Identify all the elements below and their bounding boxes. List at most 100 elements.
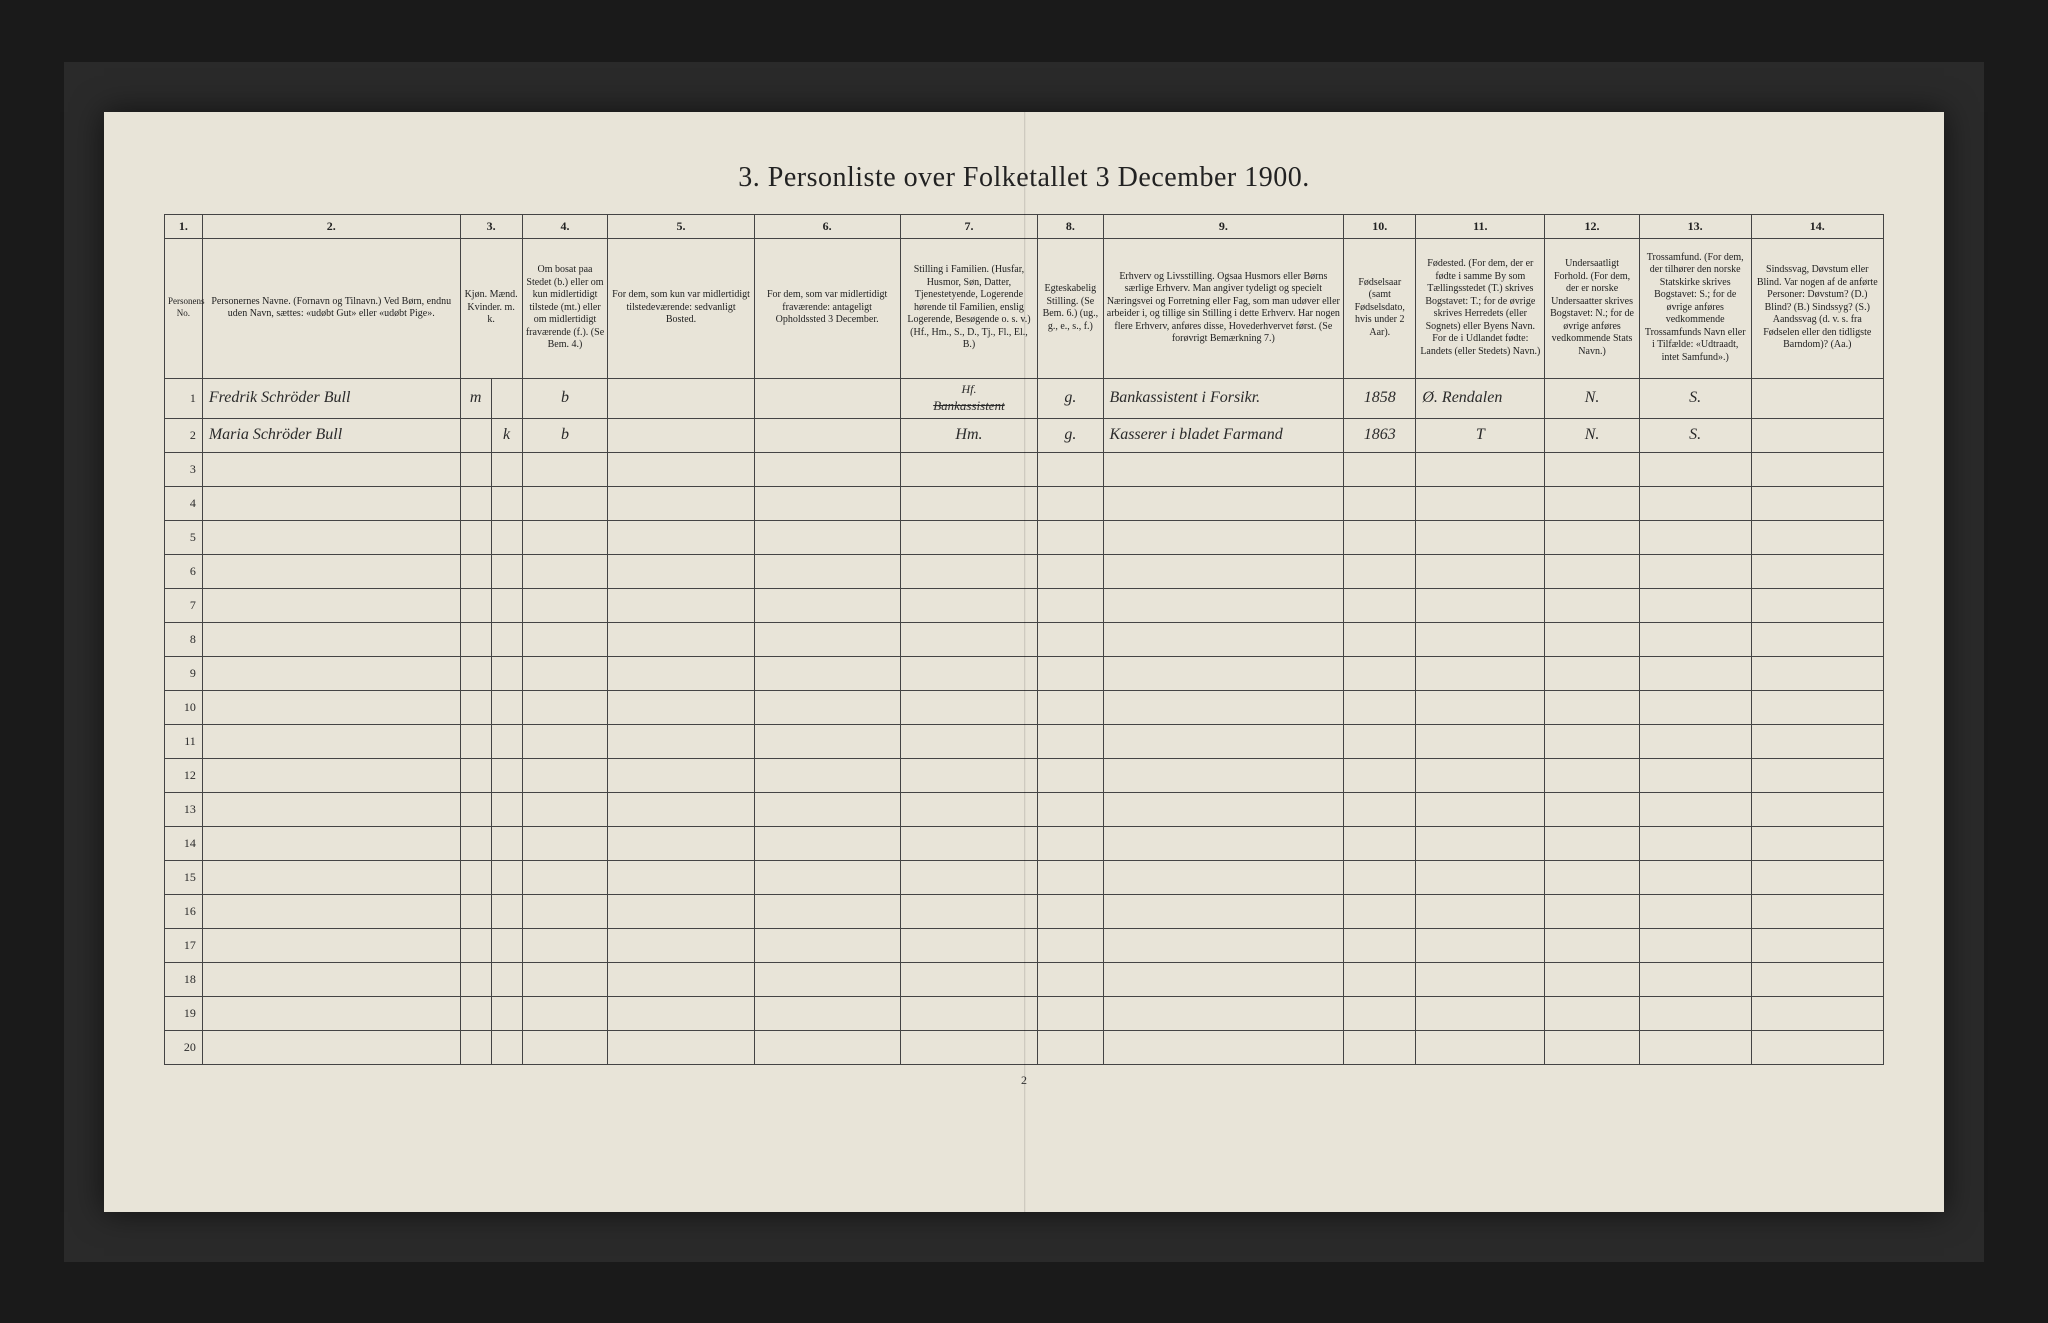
empty-cell <box>202 690 460 724</box>
empty-cell <box>1038 724 1103 758</box>
row-number: 1 <box>165 378 203 418</box>
empty-cell <box>1416 894 1545 928</box>
empty-cell <box>522 894 608 928</box>
empty-cell <box>1344 826 1416 860</box>
empty-cell <box>754 520 900 554</box>
empty-cell <box>1751 928 1883 962</box>
empty-cell <box>754 452 900 486</box>
empty-cell <box>1751 622 1883 656</box>
empty-cell <box>1416 826 1545 860</box>
empty-cell <box>1751 486 1883 520</box>
header-3: Kjøn. Mænd. Kvinder. m. k. <box>460 238 522 378</box>
header-10: Fødselsaar (samt Fødselsdato, hvis under… <box>1344 238 1416 378</box>
column-header-row: Personens No. Personernes Navne. (Fornav… <box>165 238 1884 378</box>
empty-cell <box>1416 622 1545 656</box>
empty-cell <box>491 588 522 622</box>
empty-cell <box>522 996 608 1030</box>
empty-cell <box>1038 826 1103 860</box>
empty-cell <box>1103 520 1344 554</box>
empty-cell <box>1038 520 1103 554</box>
empty-cell <box>460 928 491 962</box>
cell-5 <box>608 378 754 418</box>
empty-cell <box>491 860 522 894</box>
empty-cell <box>1545 996 1640 1030</box>
empty-cell <box>202 962 460 996</box>
empty-cell <box>460 690 491 724</box>
empty-cell <box>460 452 491 486</box>
empty-cell <box>1639 792 1751 826</box>
cell-birthyear: 1858 <box>1344 378 1416 418</box>
empty-cell <box>1416 792 1545 826</box>
colnum-8: 8. <box>1038 214 1103 238</box>
empty-cell <box>754 1030 900 1064</box>
empty-cell <box>1038 588 1103 622</box>
empty-cell <box>491 690 522 724</box>
colnum-13: 13. <box>1639 214 1751 238</box>
row-number: 9 <box>165 656 203 690</box>
empty-cell <box>1103 1030 1344 1064</box>
empty-cell <box>900 520 1038 554</box>
empty-cell <box>1103 826 1344 860</box>
empty-cell <box>202 724 460 758</box>
page-number: 2 <box>164 1073 1884 1088</box>
empty-cell <box>1103 860 1344 894</box>
empty-cell <box>754 690 900 724</box>
empty-cell <box>1416 724 1545 758</box>
empty-cell <box>202 486 460 520</box>
empty-cell <box>1545 724 1640 758</box>
cell-14 <box>1751 418 1883 452</box>
empty-cell <box>1545 486 1640 520</box>
row-number: 16 <box>165 894 203 928</box>
empty-cell <box>202 452 460 486</box>
table-row: 5 <box>165 520 1884 554</box>
colnum-11: 11. <box>1416 214 1545 238</box>
table-row: 9 <box>165 656 1884 690</box>
header-14: Sindssvag, Døvstum eller Blind. Var noge… <box>1751 238 1883 378</box>
empty-cell <box>1038 690 1103 724</box>
empty-cell <box>900 452 1038 486</box>
empty-cell <box>608 826 754 860</box>
empty-cell <box>1344 758 1416 792</box>
empty-cell <box>522 758 608 792</box>
empty-cell <box>491 792 522 826</box>
row-number: 6 <box>165 554 203 588</box>
table-row: 19 <box>165 996 1884 1030</box>
cell-birthplace: T <box>1416 418 1545 452</box>
table-row: 4 <box>165 486 1884 520</box>
empty-cell <box>754 996 900 1030</box>
empty-cell <box>1545 452 1640 486</box>
empty-cell <box>754 486 900 520</box>
table-row: 1 Fredrik Schröder Bull m b Hf. Bankassi… <box>165 378 1884 418</box>
empty-cell <box>491 1030 522 1064</box>
cell-occupation: Kasserer i bladet Farmand <box>1103 418 1344 452</box>
empty-cell <box>202 1030 460 1064</box>
colnum-5: 5. <box>608 214 754 238</box>
empty-cell <box>491 962 522 996</box>
header-12: Undersaatligt Forhold. (For dem, der er … <box>1545 238 1640 378</box>
empty-cell <box>1639 1030 1751 1064</box>
empty-cell <box>491 622 522 656</box>
empty-cell <box>491 928 522 962</box>
empty-cell <box>460 1030 491 1064</box>
empty-cell <box>202 860 460 894</box>
empty-cell <box>754 826 900 860</box>
empty-cell <box>522 826 608 860</box>
header-2: Personernes Navne. (Fornavn og Tilnavn.)… <box>202 238 460 378</box>
colnum-2: 2. <box>202 214 460 238</box>
empty-cell <box>1103 588 1344 622</box>
empty-cell <box>460 622 491 656</box>
empty-cell <box>1344 520 1416 554</box>
empty-cell <box>1038 656 1103 690</box>
empty-cell <box>491 554 522 588</box>
empty-cell <box>1103 690 1344 724</box>
empty-cell <box>522 860 608 894</box>
row-number: 11 <box>165 724 203 758</box>
empty-cell <box>1751 656 1883 690</box>
empty-cell <box>491 520 522 554</box>
row-number: 10 <box>165 690 203 724</box>
empty-cell <box>754 928 900 962</box>
empty-cell <box>522 724 608 758</box>
empty-cell <box>1545 588 1640 622</box>
row-number: 2 <box>165 418 203 452</box>
table-row: 20 <box>165 1030 1884 1064</box>
